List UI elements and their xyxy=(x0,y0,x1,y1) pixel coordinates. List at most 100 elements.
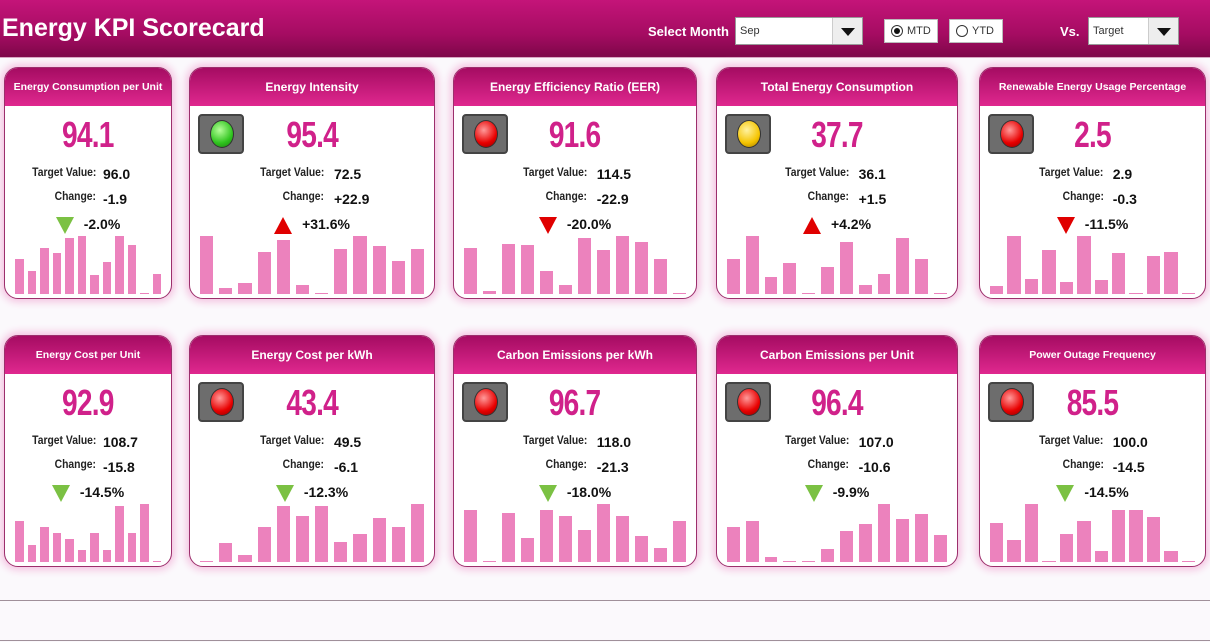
change-label: Change: xyxy=(282,459,325,471)
sparkline-bar xyxy=(410,504,425,562)
kpi-title: Power Outage Frequency xyxy=(980,336,1205,374)
sparkline-bar xyxy=(877,274,891,294)
sparkline-bar xyxy=(821,549,834,562)
sparkline-bar xyxy=(1094,280,1108,294)
kpi-title: Total Energy Consumption xyxy=(717,68,957,106)
sparkline-bar xyxy=(654,259,667,294)
kpi-value: 96.7 xyxy=(549,382,601,423)
sparkline-bar xyxy=(1042,560,1056,562)
kpi-title: Renewable Energy Usage Percentage xyxy=(980,68,1205,106)
change-value: +22.9 xyxy=(333,191,370,207)
sparkline-bar xyxy=(238,555,252,562)
arrow-down-icon xyxy=(55,216,74,234)
sparkline-bar-chart xyxy=(464,236,686,294)
change-percent: -9.9% xyxy=(832,484,870,500)
change-label: Change: xyxy=(545,191,588,203)
sparkline-bar-chart xyxy=(15,504,161,562)
sparkline-bar xyxy=(219,543,233,562)
traffic-light-icon xyxy=(462,382,508,422)
sparkline-bar xyxy=(578,238,591,294)
chevron-down-icon[interactable] xyxy=(1148,18,1178,44)
sparkline-bar xyxy=(27,544,36,562)
sparkline-bar xyxy=(597,504,610,562)
change-percent: -18.0% xyxy=(566,484,612,500)
vs-dropdown[interactable]: Target xyxy=(1088,17,1179,45)
change-label: Change: xyxy=(807,459,849,471)
sparkline-bar xyxy=(990,522,1004,562)
change-percent-row: +4.2% xyxy=(717,216,957,234)
sparkline-bar xyxy=(502,513,515,562)
target-value: 107.0 xyxy=(858,434,894,450)
sparkline-bar xyxy=(483,560,496,562)
kpi-card: Renewable Energy Usage Percentage 2.5 Tar… xyxy=(979,67,1206,299)
mtd-radio[interactable]: MTD xyxy=(884,19,938,43)
target-value: 36.1 xyxy=(858,166,886,182)
sparkline-bar xyxy=(219,288,233,294)
change-percent-row: -12.3% xyxy=(190,484,434,502)
sparkline-bar xyxy=(1164,550,1178,562)
sparkline-bar xyxy=(295,515,310,562)
traffic-light-icon xyxy=(988,382,1034,422)
change-percent: +4.2% xyxy=(830,216,872,232)
kpi-value: 43.4 xyxy=(286,382,338,423)
kpi-card: Power Outage Frequency 85.5 Target Value:… xyxy=(979,335,1206,567)
traffic-light-icon xyxy=(198,382,244,422)
kpi-title: Carbon Emissions per kWh xyxy=(454,336,696,374)
sparkline-bar xyxy=(1146,517,1161,562)
sparkline-bar xyxy=(238,282,252,294)
sparkline-bar xyxy=(276,506,290,562)
sparkline-bar xyxy=(200,236,214,294)
change-percent-row: +31.6% xyxy=(190,216,434,234)
sparkline-bar xyxy=(90,275,99,294)
sparkline-bar xyxy=(1059,534,1074,562)
change-percent: -20.0% xyxy=(566,216,612,232)
target-label: Target Value: xyxy=(522,167,588,179)
sparkline-bar xyxy=(52,253,61,294)
sparkline-bar xyxy=(1111,509,1126,562)
sparkline-bar xyxy=(52,533,61,562)
change-percent: -11.5% xyxy=(1084,216,1129,232)
change-label: Change: xyxy=(1062,191,1104,203)
kpi-card: Energy Efficiency Ratio (EER) 91.6 Target… xyxy=(453,67,697,299)
kpi-title: Energy Intensity xyxy=(190,68,434,106)
sparkline-bar xyxy=(391,260,405,294)
sparkline-bar xyxy=(152,560,161,562)
sparkline-bar xyxy=(334,249,348,294)
ytd-radio[interactable]: YTD xyxy=(949,19,1003,43)
sparkline-bar xyxy=(90,533,99,562)
sparkline-bar-chart xyxy=(727,236,947,294)
sparkline-bar xyxy=(1007,236,1021,294)
sparkline-bar xyxy=(764,276,778,294)
target-value: 114.5 xyxy=(596,166,632,182)
month-dropdown[interactable]: Sep xyxy=(735,17,863,45)
change-value: -15.8 xyxy=(102,459,135,475)
sparkline-bar xyxy=(745,236,759,294)
divider xyxy=(0,600,1210,601)
sparkline-bar xyxy=(858,284,872,294)
sparkline-bar xyxy=(559,515,572,562)
change-value: -10.6 xyxy=(858,459,891,475)
chevron-down-icon[interactable] xyxy=(832,18,862,44)
change-label: Change: xyxy=(1062,459,1104,471)
kpi-card: Carbon Emissions per Unit 96.4 Target Val… xyxy=(716,335,958,567)
sparkline-bar xyxy=(102,550,111,562)
sparkline-bar xyxy=(915,259,929,294)
traffic-light-icon xyxy=(988,114,1034,154)
sparkline-bar xyxy=(391,527,405,562)
sparkline-bar xyxy=(635,241,648,294)
sparkline-bar xyxy=(896,238,910,294)
arrow-down-icon xyxy=(1056,484,1075,502)
target-label: Target Value: xyxy=(784,167,849,179)
sparkline-bar xyxy=(727,259,740,294)
change-percent-row: -14.5% xyxy=(980,484,1205,502)
change-value: -0.3 xyxy=(1112,191,1137,207)
target-value: 2.9 xyxy=(1112,166,1133,182)
vs-label: Vs. xyxy=(1060,24,1080,39)
sparkline-bar xyxy=(877,504,891,562)
sparkline-bar xyxy=(140,292,149,294)
sparkline-bar xyxy=(257,527,271,562)
sparkline-bar xyxy=(616,515,629,562)
sparkline-bar-chart xyxy=(200,504,425,562)
traffic-light-icon xyxy=(462,114,508,154)
sparkline-bar xyxy=(102,261,111,294)
